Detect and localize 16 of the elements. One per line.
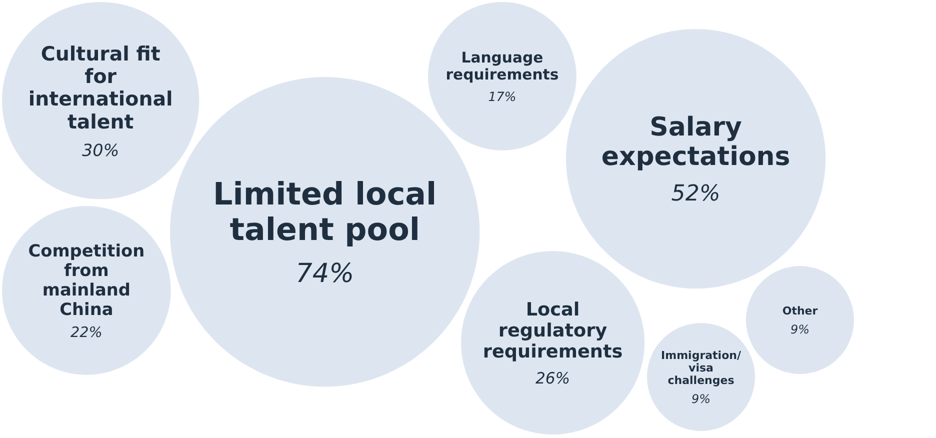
category-label: Language requirements (446, 50, 559, 84)
category-label: Competition from mainland China (28, 240, 145, 319)
data-label: 9% (790, 322, 810, 336)
data-label: 17% (488, 88, 516, 104)
category-label: Local regulatory requirements (482, 299, 623, 362)
data-label: 26% (535, 369, 570, 388)
category-label: Salary expectations (601, 112, 790, 172)
category-label: Other (782, 304, 818, 318)
data-label: 30% (82, 140, 120, 160)
data-label: 74% (296, 259, 354, 290)
data-label: 9% (691, 392, 711, 406)
data-label: 52% (671, 182, 720, 207)
data-label: 22% (70, 324, 102, 341)
category-label: Immigration/ visa challenges (661, 348, 742, 388)
category-label: Cultural fit for international talent (28, 42, 173, 134)
category-label: Limited local talent pool (213, 176, 437, 248)
